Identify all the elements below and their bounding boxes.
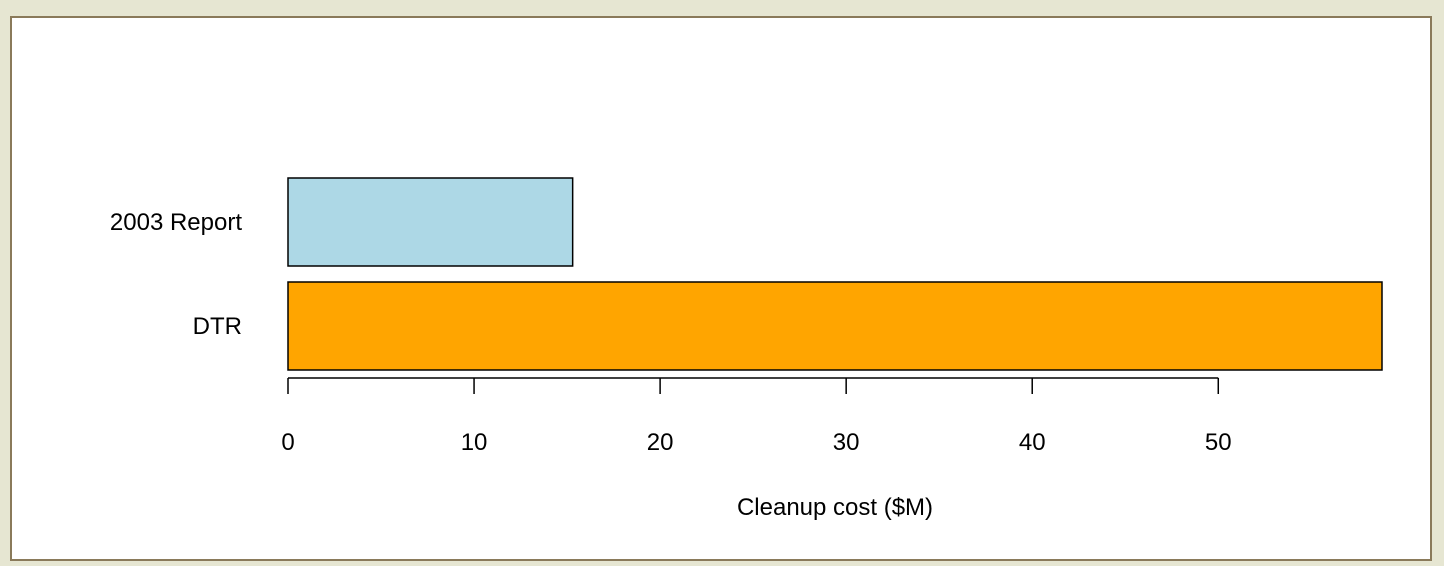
- chart-frame: 2003 Report DTR 0 10 20 30 40 50 Cleanup cost …: [10, 16, 1432, 561]
- x-tick-label-0: 0: [281, 429, 294, 456]
- x-tick-label-5: 50: [1205, 429, 1232, 456]
- category-labels: 2003 Report DTR: [110, 209, 242, 340]
- x-tick-label-2: 20: [647, 429, 674, 456]
- bar-1: [287, 281, 1383, 371]
- x-tick-label-4: 40: [1019, 429, 1046, 456]
- x-axis-ticks: 0 10 20 30 40 50: [281, 378, 1232, 456]
- category-label-0: 2003 Report: [110, 209, 242, 236]
- bar-0: [287, 177, 574, 267]
- bar-chart: 2003 Report DTR 0 10 20 30 40 50 Cleanup cost …: [110, 177, 1383, 521]
- x-tick-label-3: 30: [833, 429, 860, 456]
- bars-group: [287, 177, 1383, 371]
- x-axis-label: Cleanup cost ($M): [737, 494, 933, 521]
- x-tick-label-1: 10: [461, 429, 488, 456]
- category-label-1: DTR: [193, 313, 242, 340]
- x-axis: 0 10 20 30 40 50: [281, 377, 1232, 456]
